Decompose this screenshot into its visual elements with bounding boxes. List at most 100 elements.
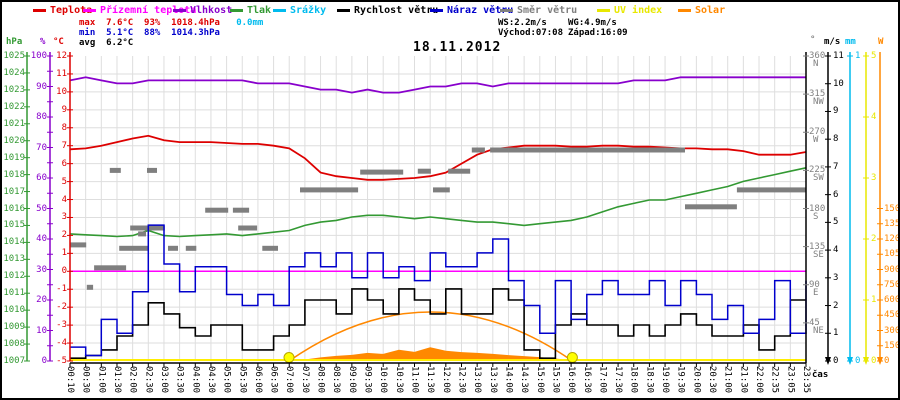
wind-tick-label: 10 — [833, 78, 844, 89]
solar-tick-label: 1200 — [884, 234, 900, 244]
wind-direction-dash — [471, 147, 485, 153]
x-tick-label: 19:30 — [675, 366, 686, 394]
wind-direction-dash — [736, 187, 806, 193]
hpa-tick-label: 1009 — [3, 322, 25, 333]
direction-tick-label: 45 — [809, 317, 820, 328]
stats-rain-total: 0.0mm — [236, 18, 264, 28]
wind-direction-dash — [262, 245, 278, 251]
uv-tick-label: 2 — [871, 234, 877, 244]
x-tick-label: 21:30 — [738, 366, 749, 394]
rain-axis-header: mm — [845, 37, 856, 47]
x-tick-label: 01:00 — [96, 366, 107, 394]
x-tick-label: 22:35 — [769, 366, 780, 394]
wind-tick-label: 6 — [833, 189, 839, 200]
legend-item-vlhkost: Vlhkost — [173, 5, 232, 16]
legend-label: Vlhkost — [190, 5, 233, 16]
direction-tick-label: 135 — [809, 241, 826, 252]
x-tick-label: 10:00 — [378, 366, 389, 394]
temperature-tick-label: 2 — [61, 230, 67, 241]
uv-tick-label: 4 — [871, 112, 877, 122]
solar-tick-label: 900 — [884, 264, 900, 275]
solar-tick-label: 150 — [884, 340, 900, 351]
legend-swatch — [678, 8, 691, 12]
stats-min-row: min 5.1°C 88% 1014.3hPa — [79, 28, 220, 38]
stats-min-humidity: 88% — [144, 28, 161, 38]
humidity-tick-label: 90 — [36, 81, 47, 92]
series-vlhkost — [69, 76, 806, 94]
stats-max-row: max 7.6°C 93% 1018.4hPa 0.0mm — [79, 18, 263, 28]
hpa-tick-label: 1012 — [3, 271, 25, 282]
direction-tick-label: 180 — [809, 203, 826, 214]
hpa-tick-label: 1022 — [3, 101, 25, 112]
uv-tick-label: 3 — [871, 173, 877, 183]
x-axis-title: čas — [812, 370, 829, 380]
direction-cardinal-label: W — [813, 135, 819, 146]
humidity-tick-label: 40 — [36, 234, 47, 244]
wind-tick-label: 5 — [833, 217, 839, 228]
x-tick-label: 18:00 — [628, 366, 639, 394]
stats-sunrise: Východ:07:08 — [498, 28, 564, 38]
x-tick-label: 20:00 — [691, 366, 702, 394]
wind-tick-label: 9 — [833, 106, 839, 117]
temperature-tick-label: -3 — [56, 320, 67, 331]
legend-swatch — [273, 8, 286, 12]
temperature-tick-label: 7 — [61, 140, 67, 151]
humidity-tick-label: 30 — [36, 264, 47, 275]
legend-label: Směr větru — [517, 5, 578, 16]
legend-swatch — [83, 8, 96, 12]
temperature-tick-label: -1 — [56, 284, 67, 295]
wind-direction-dash — [685, 204, 737, 210]
legend-label: Přízemní teplota — [100, 5, 197, 16]
x-tick-label: 13:30 — [487, 366, 498, 394]
hpa-tick-label: 1010 — [3, 305, 25, 316]
x-tick-label: 07:30 — [299, 366, 310, 394]
x-tick-label: 17:30 — [613, 366, 624, 394]
rain-tick-label: 0 — [855, 356, 861, 366]
stats-max-temp: 7.6°C — [106, 18, 134, 28]
direction-axis-header: ° — [810, 35, 816, 45]
wind-tick-label: 11 — [833, 51, 844, 61]
direction-tick-label: 360 — [809, 51, 826, 61]
hpa-tick-label: 1017 — [3, 186, 25, 197]
solar-tick-label: 1350 — [884, 218, 900, 229]
temperature-tick-label: 6 — [61, 158, 67, 169]
wind-axis-header: m/s — [824, 37, 841, 47]
legend-label: Náraz větru — [447, 5, 514, 16]
humidity-tick-label: 0 — [41, 356, 47, 366]
humidity-tick-label: 80 — [36, 112, 47, 122]
humidity-tick-label: 60 — [36, 173, 47, 183]
stats-min-temp: 5.1°C — [106, 28, 134, 38]
legend-item-p-zemn-teplota: Přízemní teplota — [83, 5, 196, 16]
x-tick-label: 06:00 — [252, 366, 263, 394]
series-n-raz-v-tru — [70, 224, 807, 357]
wind-direction-dash — [130, 225, 165, 231]
wind-direction-dash — [490, 147, 685, 153]
x-tick-label: 10:30 — [393, 366, 404, 394]
legend-swatch — [500, 8, 513, 12]
wind-axis-arrow — [825, 357, 831, 365]
hpa-tick-label: 1011 — [3, 288, 25, 299]
wind-tick-label: 1 — [833, 328, 839, 339]
stats-max-pressure: 1018.4hPa — [171, 18, 220, 28]
humidity-tick-label: 10 — [36, 325, 47, 336]
stats-max-humidity: 93% — [144, 18, 161, 28]
x-tick-label: 15:30 — [550, 366, 561, 394]
x-tick-label: 23:05 — [785, 366, 796, 394]
legend-label: Tlak — [247, 5, 272, 16]
temperature-tick-label: 1 — [61, 248, 67, 259]
hpa-tick-label: 1024 — [3, 67, 25, 78]
wind-direction-dash — [70, 242, 87, 248]
legend-swatch — [173, 8, 186, 12]
direction-tick-label: 270 — [809, 127, 826, 138]
legend-item-sr-ky: Srážky — [273, 5, 326, 16]
wind-direction-dash — [360, 169, 404, 175]
uv-axis-arrow — [863, 357, 869, 365]
x-tick-label: 14:00 — [503, 366, 514, 394]
stats-wind-speed: WS:2.2m/s — [498, 18, 547, 28]
rain-tick-label: 1 — [855, 51, 861, 61]
hpa-tick-label: 1013 — [3, 254, 25, 265]
legend-label: Teplota — [50, 5, 93, 16]
